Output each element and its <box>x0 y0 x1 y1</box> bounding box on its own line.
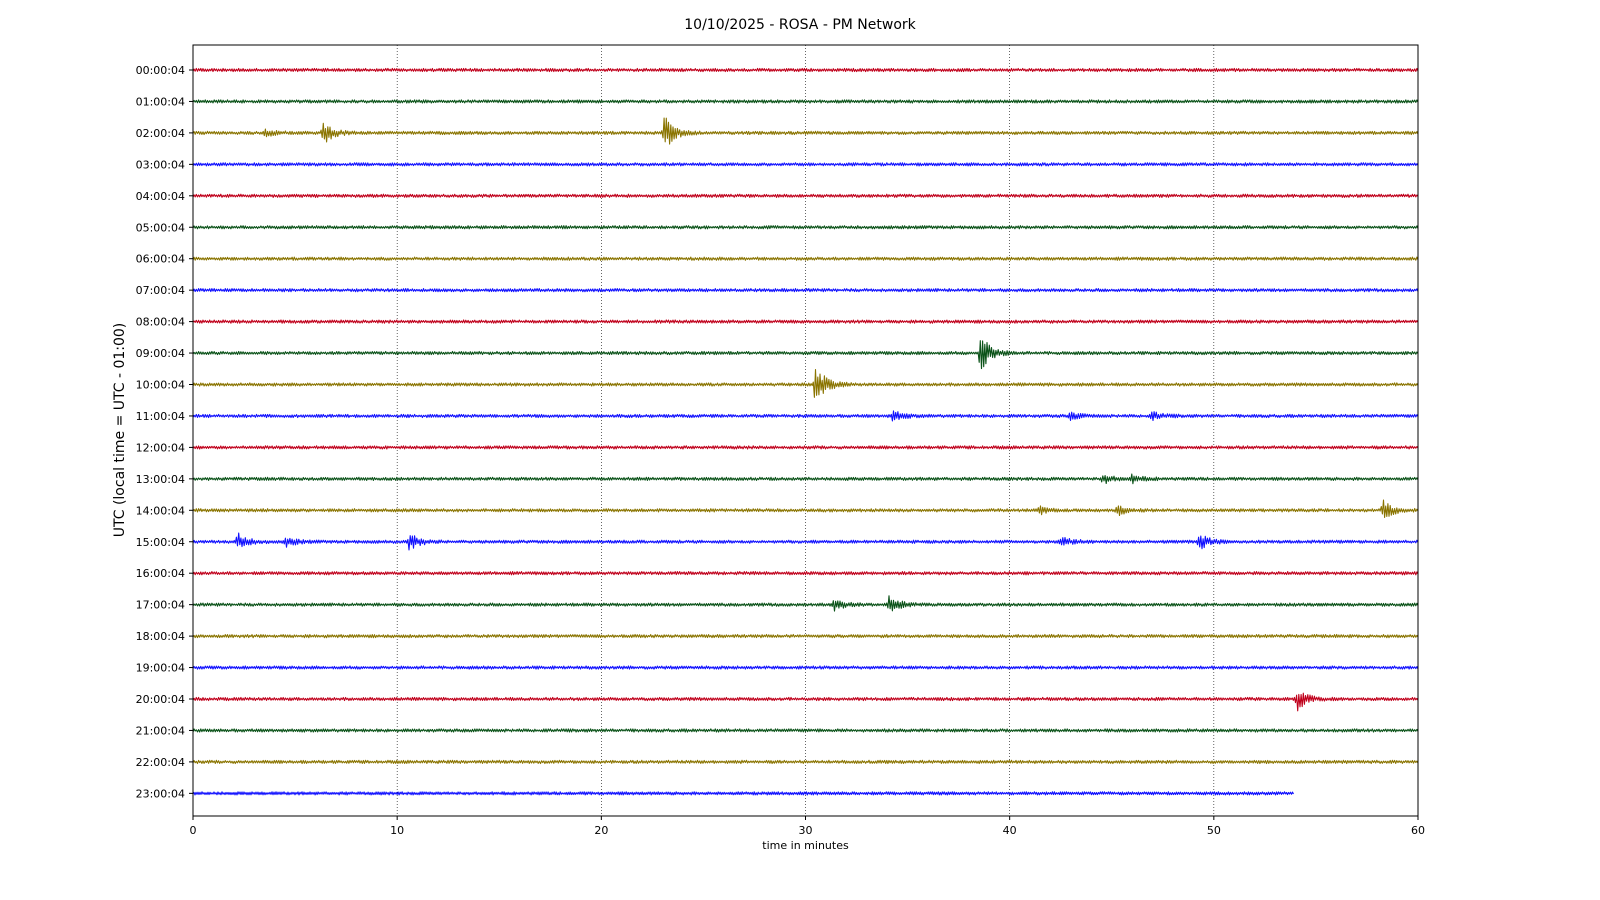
x-tick-label-30: 30 <box>799 824 813 837</box>
trace-line <box>192 532 1419 551</box>
trace-line <box>192 571 1419 576</box>
y-tick-label: 08:00:04 <box>136 316 185 329</box>
chart-title: 10/10/2025 - ROSA - PM Network <box>684 17 916 33</box>
y-tick-label: 12:00:04 <box>136 441 185 454</box>
y-tick-label: 00:00:04 <box>136 64 185 77</box>
x-axis: 0 10 20 30 40 50 60 <box>190 816 1425 837</box>
trace-line <box>192 728 1419 733</box>
y-tick-label: 02:00:04 <box>136 127 185 140</box>
y-tick-label: 05:00:04 <box>136 221 185 234</box>
x-tick-label-40: 40 <box>1003 824 1017 837</box>
grid-lines <box>396 45 1215 816</box>
trace-line <box>192 595 1419 612</box>
trace-line <box>192 445 1419 450</box>
y-tick-label: 16:00:04 <box>136 567 185 580</box>
trace-group <box>192 67 1419 796</box>
trace-line <box>192 256 1419 261</box>
y-tick-label: 04:00:04 <box>136 190 185 203</box>
y-tick-label: 15:00:04 <box>136 536 185 549</box>
trace-line <box>192 117 1419 145</box>
trace-line <box>192 759 1419 765</box>
y-tick-label: 23:00:04 <box>136 787 185 800</box>
y-tick-label: 06:00:04 <box>136 253 185 266</box>
y-tick-label: 09:00:04 <box>136 347 185 360</box>
y-axis-label: UTC (local time = UTC - 01:00) <box>112 323 128 538</box>
trace-line <box>192 225 1419 230</box>
y-tick-label: 18:00:04 <box>136 630 185 643</box>
trace-line <box>192 340 1419 370</box>
x-tick-label-50: 50 <box>1207 824 1221 837</box>
y-tick-label: 10:00:04 <box>136 379 185 392</box>
trace-line <box>192 791 1294 796</box>
y-tick-label: 07:00:04 <box>136 284 185 297</box>
y-tick-label: 22:00:04 <box>136 756 185 769</box>
trace-line <box>192 473 1419 485</box>
y-tick-label: 19:00:04 <box>136 662 185 675</box>
y-tick-label: 03:00:04 <box>136 158 185 171</box>
x-axis-label: time in minutes <box>762 839 849 852</box>
trace-line <box>192 499 1419 519</box>
trace-line <box>192 633 1419 639</box>
trace-line <box>192 162 1419 167</box>
trace-line <box>192 99 1419 104</box>
y-tick-label: 11:00:04 <box>136 410 185 423</box>
x-tick-label-20: 20 <box>594 824 608 837</box>
x-tick-label-60: 60 <box>1411 824 1425 837</box>
y-axis: 00:00:04 01:00:04 02:00:04 03:00:04 04:00:04… <box>136 64 193 800</box>
y-tick-label: 20:00:04 <box>136 693 185 706</box>
trace-line <box>192 193 1419 198</box>
trace-line <box>192 319 1419 324</box>
y-tick-label: 01:00:04 <box>136 95 185 108</box>
trace-line <box>192 288 1419 293</box>
y-tick-label: 13:00:04 <box>136 473 185 486</box>
y-tick-label: 17:00:04 <box>136 599 185 612</box>
y-tick-label: 14:00:04 <box>136 504 185 517</box>
trace-line <box>192 692 1419 712</box>
trace-line <box>192 369 1419 398</box>
trace-line <box>192 410 1419 422</box>
y-tick-label: 21:00:04 <box>136 724 185 737</box>
x-tick-label-10: 10 <box>390 824 404 837</box>
x-tick-label-0: 0 <box>190 824 197 837</box>
trace-line <box>192 67 1419 73</box>
trace-line <box>192 665 1419 670</box>
